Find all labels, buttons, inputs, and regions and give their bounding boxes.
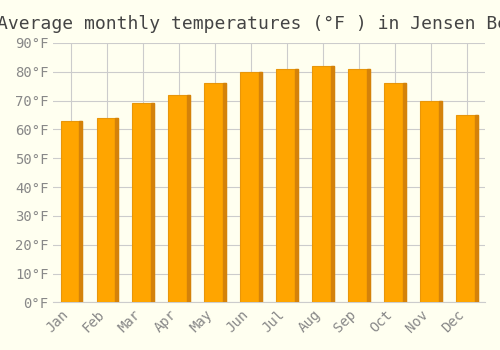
Bar: [204, 83, 226, 302]
Bar: [115, 118, 118, 302]
Bar: [384, 83, 406, 302]
Bar: [151, 104, 154, 302]
Bar: [312, 66, 334, 302]
Bar: [168, 95, 190, 302]
Bar: [60, 121, 82, 302]
Bar: [223, 83, 226, 302]
Bar: [258, 72, 262, 302]
Bar: [420, 100, 442, 302]
Bar: [187, 95, 190, 302]
Bar: [294, 69, 298, 302]
Title: Average monthly temperatures (°F ) in Jensen Beach: Average monthly temperatures (°F ) in Je…: [0, 15, 500, 33]
Bar: [330, 66, 334, 302]
Bar: [366, 69, 370, 302]
Bar: [456, 115, 478, 302]
Bar: [79, 121, 82, 302]
Bar: [276, 69, 298, 302]
Bar: [96, 118, 118, 302]
Bar: [132, 104, 154, 302]
Bar: [402, 83, 406, 302]
Bar: [348, 69, 370, 302]
Bar: [240, 72, 262, 302]
Bar: [438, 100, 442, 302]
Bar: [474, 115, 478, 302]
